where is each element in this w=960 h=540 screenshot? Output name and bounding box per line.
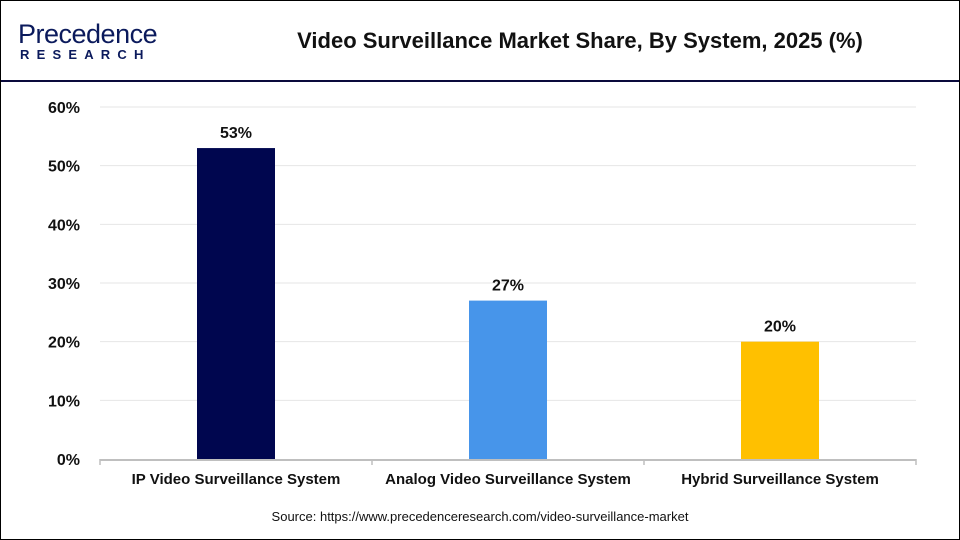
source-note: Source: https://www.precedenceresearch.c… bbox=[271, 509, 689, 524]
precedence-research-logo: Precedence RESEARCH bbox=[18, 19, 158, 62]
x-tick-label: Hybrid Surveillance System bbox=[681, 471, 879, 488]
logo-line2: RESEARCH bbox=[20, 47, 151, 62]
data-label: 27% bbox=[492, 278, 524, 295]
x-tick-label: IP Video Surveillance System bbox=[132, 471, 341, 488]
y-tick-label: 40% bbox=[48, 217, 80, 234]
x-tick-label: Analog Video Surveillance System bbox=[385, 471, 631, 488]
chart-title: Video Surveillance Market Share, By Syst… bbox=[297, 28, 863, 53]
y-tick-label: 0% bbox=[57, 452, 80, 469]
data-label: 53% bbox=[220, 125, 252, 142]
y-tick-label: 50% bbox=[48, 159, 80, 176]
y-tick-label: 60% bbox=[48, 100, 80, 117]
data-label: 20% bbox=[764, 319, 796, 336]
y-tick-label: 10% bbox=[48, 393, 80, 410]
y-tick-label: 30% bbox=[48, 276, 80, 293]
logo-line1: Precedence bbox=[18, 19, 158, 49]
y-tick-label: 20% bbox=[48, 335, 80, 352]
bar bbox=[469, 300, 547, 459]
bar bbox=[741, 341, 819, 459]
header-divider bbox=[1, 80, 959, 82]
bar bbox=[197, 148, 275, 460]
